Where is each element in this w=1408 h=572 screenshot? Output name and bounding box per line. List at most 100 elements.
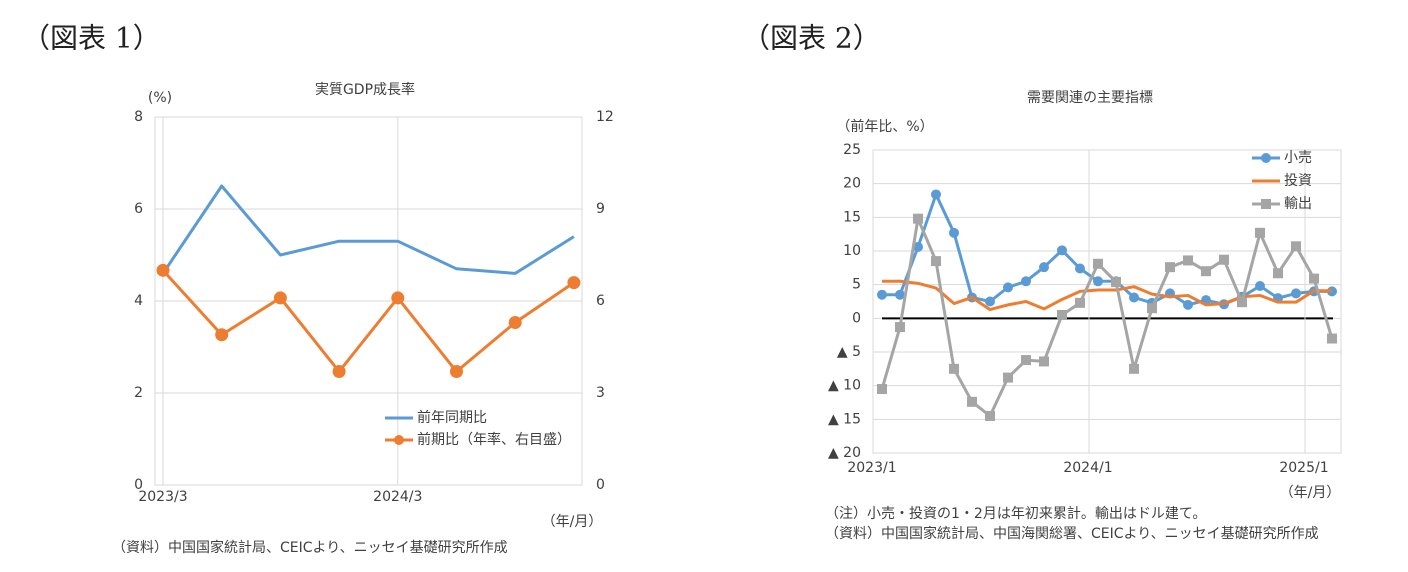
point <box>156 263 170 277</box>
point <box>1057 309 1067 320</box>
point <box>508 315 522 329</box>
y-tick-label: ▲ 15 <box>828 411 861 427</box>
y-tick-label: 0 <box>852 310 861 326</box>
point <box>1219 254 1229 265</box>
x-tick-label: 2023/1 <box>847 460 896 476</box>
y2-tick-label: 12 <box>596 109 614 125</box>
point <box>1183 255 1193 266</box>
point <box>895 289 905 300</box>
point <box>1003 282 1013 293</box>
point <box>1021 355 1031 366</box>
x-tick-label: 2024/1 <box>1063 460 1112 476</box>
point <box>931 256 941 267</box>
figure-label: （図表 2） <box>742 22 881 55</box>
point <box>391 291 405 305</box>
point <box>1273 268 1283 279</box>
point <box>1129 292 1139 303</box>
y-axis-label: (%) <box>148 90 172 106</box>
point <box>1111 276 1121 287</box>
point <box>877 384 887 395</box>
point <box>985 296 995 307</box>
series-line <box>880 217 1334 418</box>
legend-label: 小売 <box>1284 150 1312 166</box>
series-line <box>161 184 575 275</box>
y-axis-label: （前年比、%） <box>836 118 933 135</box>
point <box>1075 297 1085 308</box>
point <box>985 410 995 421</box>
point <box>332 365 346 379</box>
y-tick-label: 15 <box>843 209 861 225</box>
series-line <box>882 192 1332 307</box>
y-tick-label: 4 <box>134 293 143 309</box>
chart-title: 需要関連の主要指標 <box>1027 90 1153 106</box>
point <box>1003 372 1013 383</box>
y-tick-label: 10 <box>843 243 861 259</box>
point <box>1255 281 1265 292</box>
note: （注）小売・投資の1・2月は年初来累計。輸出はドル建て。 <box>825 505 1206 522</box>
legend-marker <box>1261 153 1271 163</box>
point <box>1075 263 1085 274</box>
point <box>215 328 229 342</box>
series-line <box>882 279 1332 312</box>
legend-marker <box>1261 199 1271 209</box>
point <box>1147 303 1157 314</box>
point <box>1201 266 1211 277</box>
x-tick-label: 2025/1 <box>1279 460 1328 476</box>
point <box>1291 241 1301 252</box>
point <box>1291 288 1301 299</box>
point <box>1093 258 1103 269</box>
y-tick-label: 8 <box>134 109 143 125</box>
y-tick-label: 2 <box>134 385 143 401</box>
point <box>913 241 923 252</box>
point <box>1327 333 1337 344</box>
x-tick-label: 2024/3 <box>373 489 422 505</box>
point <box>1093 276 1103 287</box>
y-tick-label: ▲ 10 <box>828 378 861 394</box>
series-line <box>161 269 575 374</box>
point <box>273 291 287 305</box>
legend-label: 前年同期比 <box>417 409 487 426</box>
point <box>1309 273 1319 284</box>
y2-tick-label: 9 <box>596 201 605 217</box>
legend-label: 投資 <box>1284 173 1312 189</box>
y-tick-label: ▲ 5 <box>837 344 861 360</box>
chart-title: 実質GDP成長率 <box>315 81 415 98</box>
point <box>895 322 905 333</box>
y-tick-label: 20 <box>843 176 861 192</box>
point <box>1237 297 1247 308</box>
point <box>1129 363 1139 374</box>
point <box>1021 276 1031 287</box>
y-tick-label: 0 <box>134 477 143 493</box>
x-tick-label: 2023/3 <box>138 489 187 505</box>
y-tick-label: 5 <box>852 277 861 293</box>
point <box>450 365 463 379</box>
y2-tick-label: 6 <box>596 293 605 309</box>
y-tick-label: 6 <box>134 201 143 217</box>
legend-label: 輸出 <box>1284 196 1312 212</box>
point <box>949 227 959 238</box>
x-unit-label: （年/月） <box>542 514 603 530</box>
point <box>567 276 581 290</box>
x-unit-label: （年/月） <box>1280 485 1341 501</box>
point <box>967 396 977 407</box>
y2-tick-label: 3 <box>596 385 605 401</box>
point <box>1039 356 1049 367</box>
note: （資料）中国国家統計局、中国海関総署、CEICより、ニッセイ基礎研究所作成 <box>825 525 1319 542</box>
point <box>1255 227 1265 238</box>
point <box>913 213 923 224</box>
legend-marker <box>394 435 404 445</box>
figure-label: （図表 1） <box>22 22 161 55</box>
point <box>1057 245 1067 256</box>
note: （資料）中国国家統計局、CEICより、ニッセイ基礎研究所作成 <box>112 539 508 556</box>
point <box>1183 299 1193 310</box>
point <box>949 363 959 374</box>
y-tick-label: 25 <box>843 142 861 158</box>
point <box>931 189 941 200</box>
point <box>1039 262 1049 273</box>
point <box>877 289 887 300</box>
legend-label: 前期比（年率、右目盛） <box>417 431 571 448</box>
point <box>1165 262 1175 273</box>
y-tick-label: ▲ 20 <box>828 445 861 461</box>
y2-tick-label: 0 <box>596 477 605 493</box>
